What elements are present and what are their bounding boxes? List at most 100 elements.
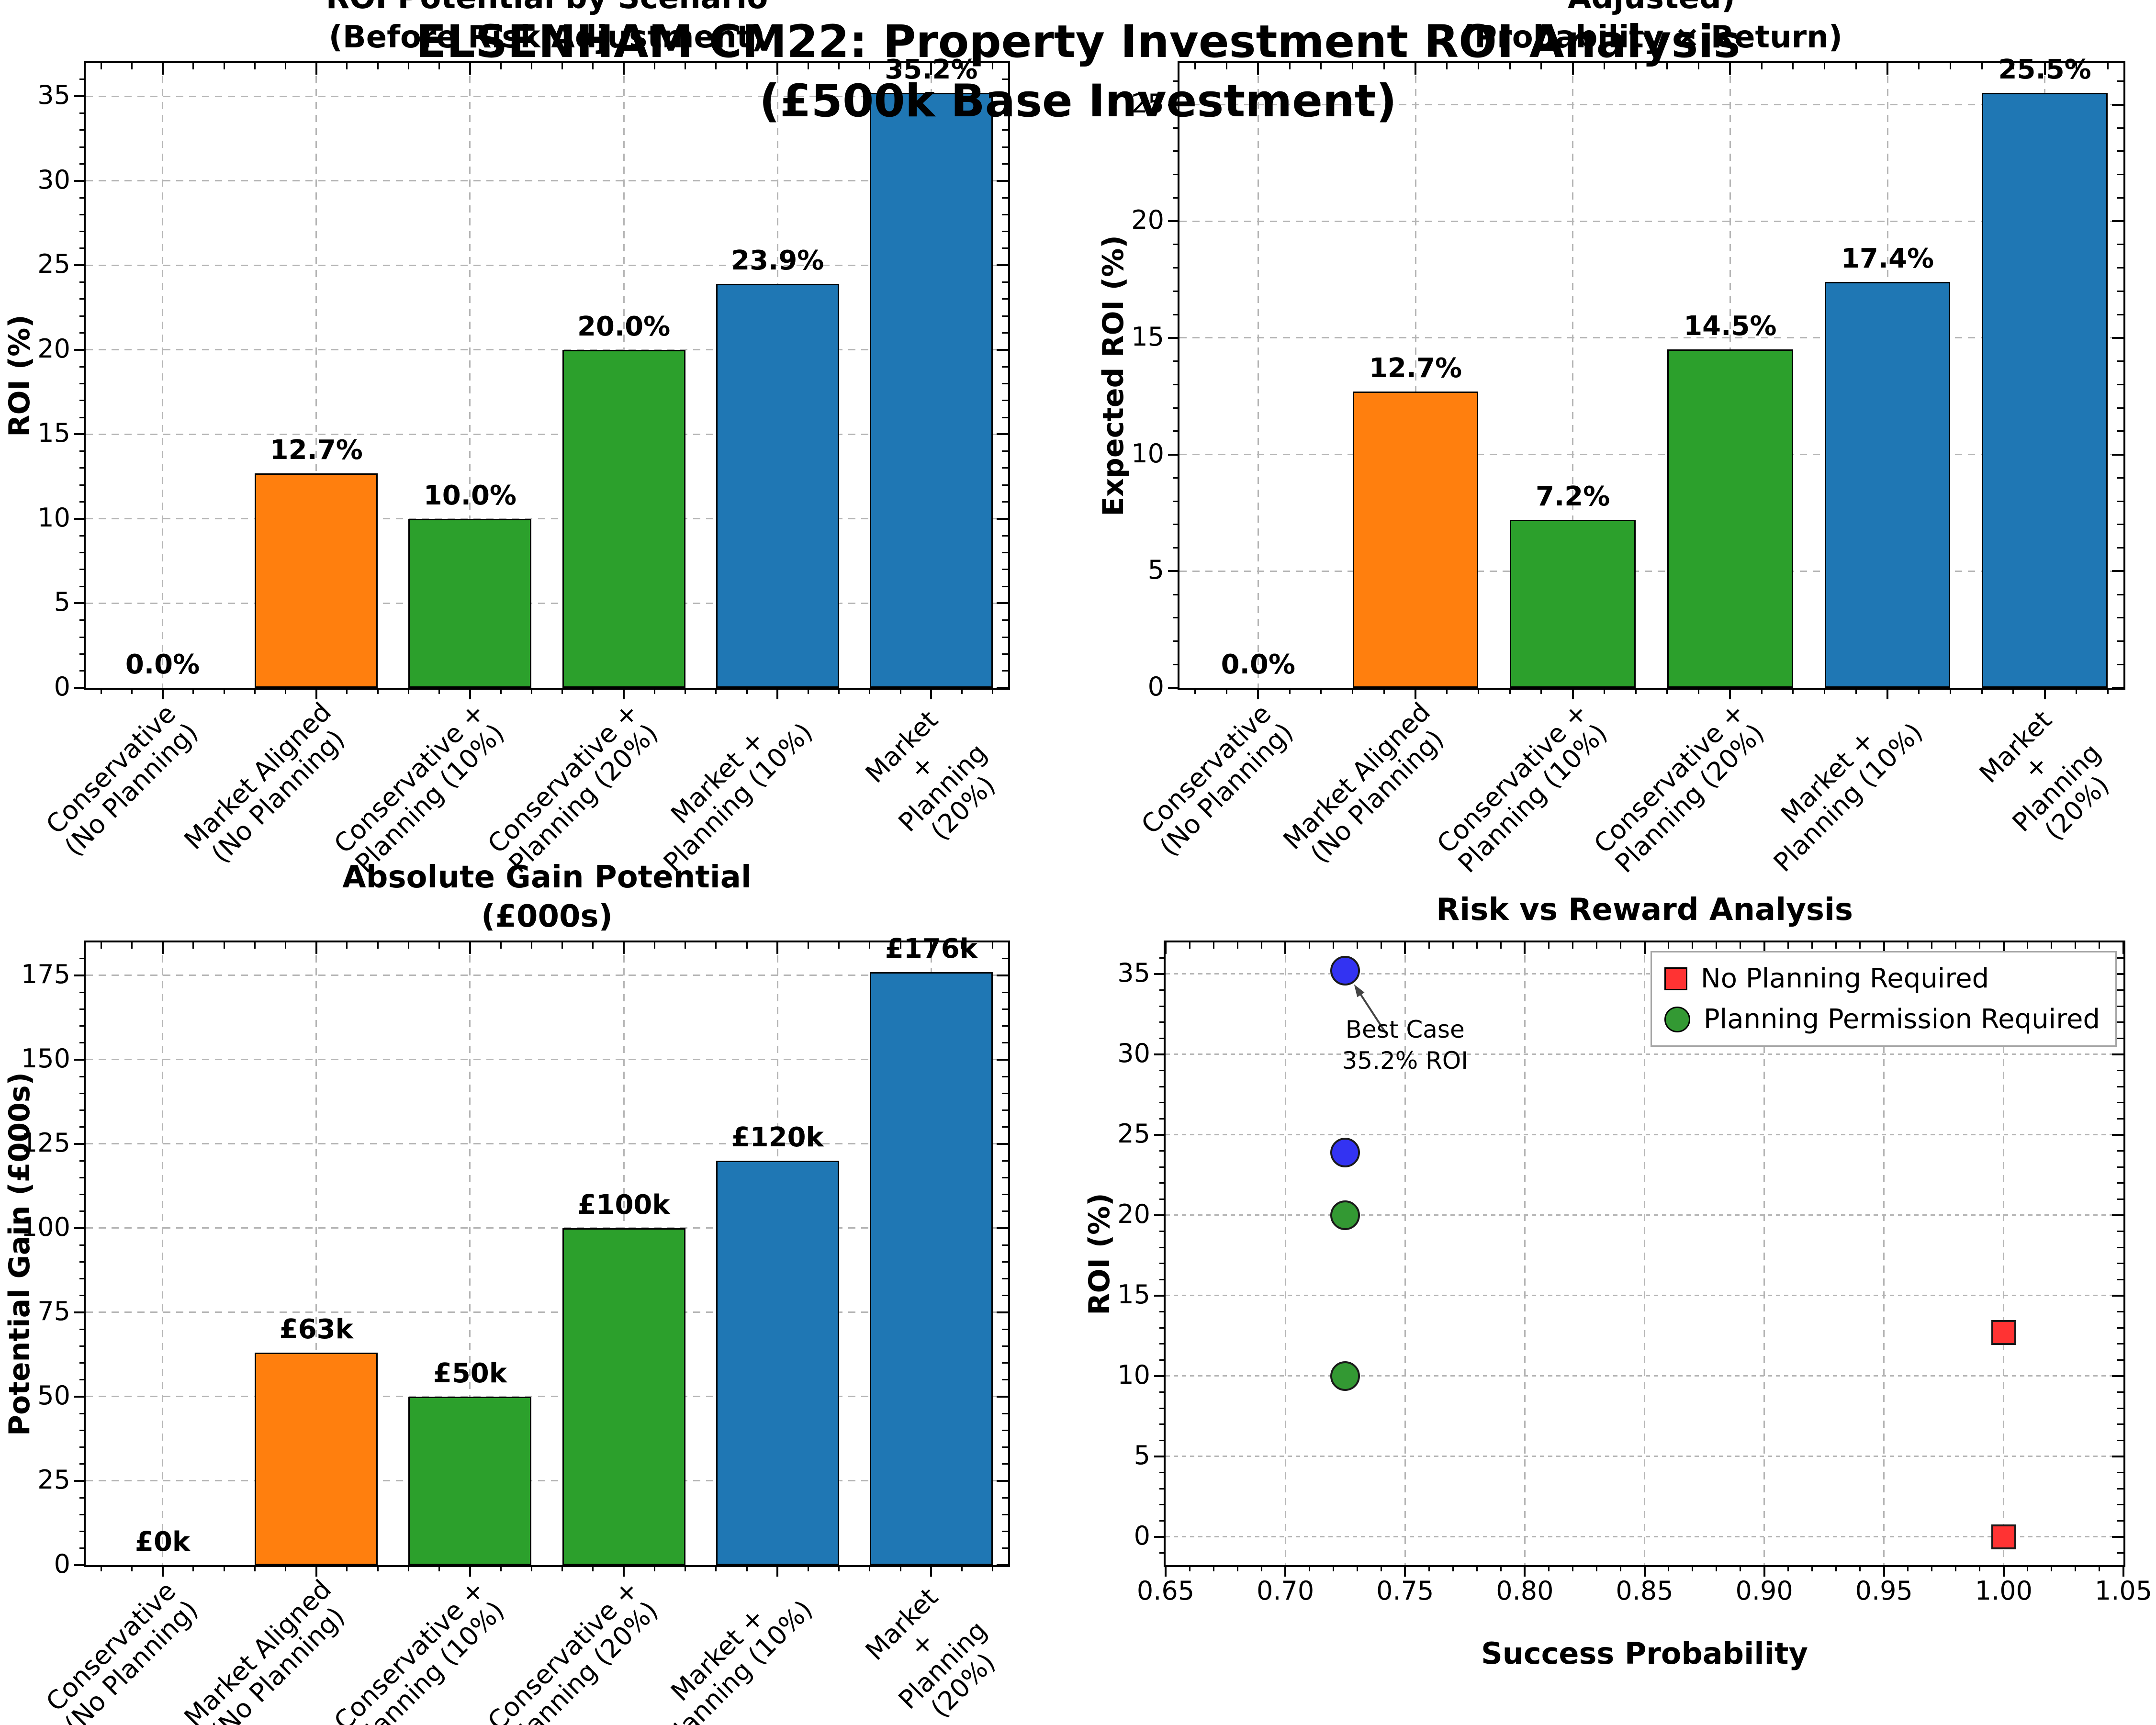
- y-tick-minor: [1002, 1531, 1008, 1533]
- y-tick-label: 10: [37, 502, 70, 533]
- y-tick-minor: [1159, 1504, 1166, 1506]
- y-tick-minor: [1002, 1345, 1008, 1347]
- y-tick-major: [1168, 570, 1179, 572]
- y-tick-major: [2112, 1375, 2123, 1377]
- y-tick-minor: [1159, 1086, 1166, 1087]
- x-tick-minor: [1452, 1565, 1454, 1571]
- y-tick-minor: [1002, 1463, 1008, 1465]
- y-tick-minor: [1002, 163, 1008, 165]
- x-tick-label: 0.65: [1136, 1576, 1195, 1606]
- x-tick-major: [623, 688, 625, 699]
- gridline: [1179, 220, 2123, 222]
- y-tick-major: [2112, 1053, 2123, 1055]
- y-tick-major: [2112, 570, 2123, 572]
- y-tick-minor: [2117, 1069, 2123, 1071]
- x-tick-major: [469, 63, 471, 75]
- y-tick-minor: [1002, 585, 1008, 587]
- y-tick-minor: [2117, 617, 2123, 619]
- x-tick-minor: [1979, 942, 1981, 949]
- x-tick-minor: [1352, 688, 1354, 694]
- x-tick-major: [776, 942, 779, 954]
- x-tick-major: [1763, 942, 1765, 954]
- y-tick-minor: [1173, 524, 1179, 526]
- y-tick-major: [997, 348, 1008, 351]
- x-tick-minor: [1500, 942, 1502, 949]
- y-tick-minor: [79, 1362, 86, 1364]
- y-tick-minor: [2117, 1263, 2123, 1265]
- y-tick-major: [1154, 1053, 1166, 1055]
- y-tick-minor: [79, 552, 86, 554]
- y-tick-major: [1154, 1214, 1166, 1216]
- y-tick-minor: [2117, 989, 2123, 991]
- y-tick-major: [1154, 1455, 1166, 1457]
- scatter-point-market-planning: [1330, 1137, 1360, 1167]
- y-tick-major: [997, 687, 1008, 689]
- x-tick-label: Market + Planning (10%): [1768, 717, 1929, 878]
- y-tick-major: [2112, 1455, 2123, 1457]
- gridline: [1572, 63, 1574, 688]
- bar: [1982, 93, 2108, 688]
- x-tick-minor: [838, 942, 840, 949]
- x-tick-minor: [838, 63, 840, 69]
- gridline: [86, 1311, 1008, 1313]
- y-tick-major: [74, 1058, 86, 1061]
- x-tick-minor: [254, 1565, 256, 1571]
- y-tick-major: [74, 179, 86, 182]
- x-tick-minor: [500, 942, 502, 949]
- x-tick-minor: [1380, 1565, 1382, 1571]
- x-tick-minor: [1236, 942, 1238, 949]
- x-tick-minor: [1320, 63, 1322, 69]
- x-tick-minor: [100, 688, 102, 694]
- y-tick-minor: [79, 163, 86, 165]
- y-tick-label: 75: [37, 1296, 70, 1326]
- y-tick-minor: [79, 450, 86, 452]
- y-tick-minor: [79, 1278, 86, 1280]
- y-tick-minor: [1002, 1513, 1008, 1515]
- x-tick-label: Conservative + Planning (20%): [482, 1574, 664, 1725]
- x-tick-minor: [1907, 942, 1909, 949]
- y-tick-minor: [2117, 1166, 2123, 1168]
- x-tick-minor: [2075, 942, 2077, 949]
- x-tick-minor: [1213, 942, 1214, 949]
- x-tick-major: [1643, 1565, 1646, 1577]
- y-tick-minor: [79, 1042, 86, 1044]
- x-tick-minor: [961, 63, 963, 69]
- x-tick-label: Market + Planning (20%): [1973, 705, 2115, 846]
- x-tick-minor: [407, 1565, 409, 1571]
- x-axis-label: Success Probability: [1481, 1636, 1808, 1671]
- gridline: [469, 63, 471, 688]
- y-tick-label: 0: [1147, 671, 1164, 702]
- y-tick-major: [1154, 1294, 1166, 1297]
- y-tick-minor: [79, 197, 86, 199]
- gridline: [1179, 337, 2123, 339]
- gridline: [86, 1059, 1008, 1061]
- x-tick-minor: [438, 688, 440, 694]
- y-tick-minor: [1159, 957, 1166, 959]
- x-tick-minor: [1931, 942, 1933, 949]
- y-tick-minor: [1173, 197, 1179, 199]
- gridline: [86, 1480, 1008, 1482]
- y-tick-minor: [2117, 1471, 2123, 1473]
- x-tick-major: [1165, 1565, 1167, 1577]
- scatter-point-market-planning: [1330, 956, 1360, 986]
- gridline: [1883, 942, 1885, 1565]
- x-tick-minor: [407, 942, 409, 949]
- y-tick-minor: [1002, 1295, 1008, 1297]
- x-tick-minor: [992, 942, 994, 949]
- x-tick-minor: [223, 688, 225, 694]
- legend-circle-swatch: [1664, 1006, 1690, 1032]
- bar-value-label: 14.5%: [1684, 311, 1777, 342]
- x-tick-minor: [1666, 63, 1668, 69]
- y-tick-minor: [1173, 594, 1179, 595]
- x-tick-label: Conservative + Planning (10%): [1431, 696, 1613, 879]
- y-tick-minor: [2117, 1391, 2123, 1393]
- x-tick-minor: [807, 942, 809, 949]
- x-tick-minor: [377, 688, 379, 694]
- x-tick-major: [469, 688, 471, 699]
- y-tick-major: [997, 1395, 1008, 1398]
- y-tick-minor: [1159, 1311, 1166, 1312]
- x-tick-minor: [1979, 1565, 1981, 1571]
- x-tick-minor: [1320, 688, 1322, 694]
- y-tick-minor: [2117, 360, 2123, 362]
- y-tick-minor: [1173, 547, 1179, 549]
